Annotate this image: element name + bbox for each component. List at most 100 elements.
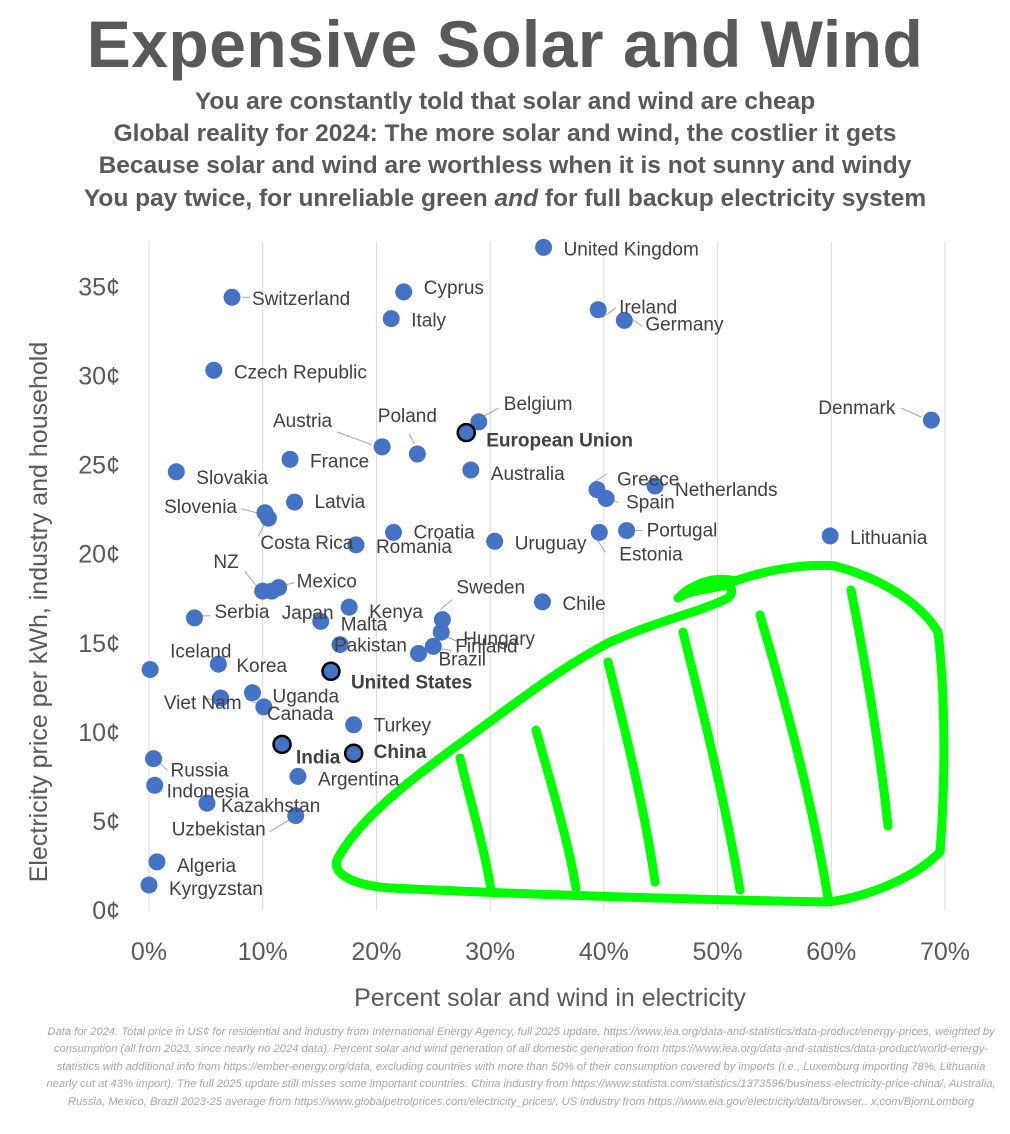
point-label: Portugal bbox=[647, 521, 718, 542]
point-label: Mexico bbox=[297, 572, 357, 593]
data-point bbox=[410, 644, 428, 662]
x-tick-label: 60% bbox=[806, 938, 856, 966]
point-label: Romania bbox=[376, 537, 452, 558]
data-point bbox=[395, 283, 413, 301]
data-point bbox=[470, 413, 488, 431]
data-point bbox=[255, 698, 273, 716]
x-tick-label: 40% bbox=[579, 938, 629, 966]
point-label: Kyrgyzstan bbox=[169, 879, 263, 900]
data-point bbox=[646, 477, 664, 495]
point-label: Iceland bbox=[170, 642, 231, 663]
data-point bbox=[146, 776, 164, 794]
point-label: Sweden bbox=[456, 578, 525, 599]
annotation-hatch-3 bbox=[603, 657, 660, 887]
y-tick-label: 20¢ bbox=[78, 541, 120, 569]
data-point bbox=[533, 593, 551, 611]
point-label: Germany bbox=[645, 314, 724, 335]
data-point bbox=[590, 523, 608, 541]
axis-ticks: 0% 10% 20% 30% 40% 50% 60% 70% 0¢ 5¢ 10¢ 15¢ 20¢ 25¢ 3… bbox=[78, 274, 970, 966]
data-point bbox=[408, 445, 426, 463]
point-label: Finland bbox=[455, 636, 517, 657]
point-label: Switzerland bbox=[252, 289, 350, 310]
label-leader-lines bbox=[159, 296, 922, 833]
point-label: Latvia bbox=[315, 492, 366, 513]
data-point bbox=[289, 767, 307, 785]
annotation-hatch-2 bbox=[531, 725, 581, 893]
data-point bbox=[209, 655, 227, 673]
subtitle-line-4: You pay twice, for unreliable green and … bbox=[0, 183, 1010, 215]
point-label: Czech Republic bbox=[234, 362, 367, 383]
point-label: Hungary bbox=[463, 629, 535, 650]
data-point bbox=[343, 743, 364, 763]
point-label: Malta bbox=[341, 614, 388, 635]
y-axis-title: Electricity price per kWh, industry and … bbox=[25, 342, 53, 883]
green-annotation bbox=[331, 560, 949, 907]
point-label: Italy bbox=[411, 311, 446, 332]
point-label: Austria bbox=[273, 411, 333, 432]
subtitle-line-4-end: for full backup electricity system bbox=[538, 185, 927, 212]
data-point bbox=[424, 637, 442, 655]
point-label: Australia bbox=[491, 464, 565, 485]
x-tick-label: 50% bbox=[693, 938, 743, 966]
point-label: Slovakia bbox=[196, 468, 268, 489]
data-point bbox=[615, 311, 633, 329]
point-label: Serbia bbox=[214, 602, 269, 623]
point-label: Denmark bbox=[818, 398, 896, 419]
point-label: Algeria bbox=[177, 856, 237, 877]
y-tick-label: 5¢ bbox=[92, 808, 120, 836]
point-label: Netherlands bbox=[675, 480, 777, 501]
leader-line bbox=[240, 508, 258, 514]
y-tick-label: 35¢ bbox=[78, 274, 120, 302]
point-label: Russia bbox=[171, 761, 230, 782]
point-label: Costa Rica bbox=[260, 533, 353, 554]
point-label: Uzbekistan bbox=[172, 820, 266, 841]
leader-line bbox=[269, 819, 290, 833]
annotation-outline bbox=[331, 560, 949, 907]
leader-line bbox=[601, 307, 617, 319]
leader-line bbox=[408, 433, 415, 445]
point-label: Ireland bbox=[619, 298, 677, 319]
data-point bbox=[922, 411, 940, 429]
point-label: China bbox=[374, 742, 427, 763]
point-label: Korea bbox=[236, 656, 287, 677]
data-point bbox=[198, 794, 216, 812]
point-label: Lithuania bbox=[850, 528, 928, 549]
point-labels: United Kingdom Switzerland Cyprus Italy Irel… bbox=[164, 239, 928, 900]
x-tick-label: 30% bbox=[465, 938, 515, 966]
point-label: Kenya bbox=[369, 602, 423, 623]
x-tick-label: 20% bbox=[351, 938, 401, 966]
subtitle-line-4-start: You pay twice, for unreliable green bbox=[83, 185, 495, 212]
point-label: European Union bbox=[486, 431, 633, 452]
y-tick-label: 25¢ bbox=[78, 452, 120, 480]
x-tick-label: 0% bbox=[131, 938, 167, 966]
data-point bbox=[382, 310, 400, 328]
footnote: Data for 2024. Total price in US¢ for re… bbox=[46, 1026, 996, 1108]
data-point bbox=[223, 288, 241, 306]
leader-line bbox=[286, 582, 295, 586]
subtitle-line-3: Because solar and wind are worthless whe… bbox=[98, 152, 912, 179]
x-tick-label: 10% bbox=[238, 938, 288, 966]
x-tick-label: 70% bbox=[920, 938, 970, 966]
point-label: Turkey bbox=[374, 716, 432, 737]
point-label: Poland bbox=[378, 406, 437, 427]
point-label: United Kingdom bbox=[564, 239, 699, 260]
subtitle-line-4-emphasis: and bbox=[494, 185, 539, 212]
data-point bbox=[141, 661, 159, 679]
data-point bbox=[373, 438, 391, 456]
data-point bbox=[145, 750, 163, 768]
point-label: Uganda bbox=[272, 687, 339, 708]
data-point bbox=[535, 238, 553, 256]
data-point bbox=[345, 716, 363, 734]
data-point bbox=[263, 582, 281, 600]
leader-line bbox=[244, 570, 258, 587]
point-label: Cyprus bbox=[424, 278, 484, 299]
y-tick-label: 30¢ bbox=[78, 363, 120, 391]
data-point bbox=[589, 301, 607, 319]
annotation-hatch-1 bbox=[455, 753, 496, 895]
point-label: Argentina bbox=[318, 769, 400, 790]
data-point bbox=[286, 493, 304, 511]
data-point bbox=[340, 598, 358, 616]
point-label: Croatia bbox=[413, 522, 475, 543]
y-tick-label: 10¢ bbox=[78, 719, 120, 747]
